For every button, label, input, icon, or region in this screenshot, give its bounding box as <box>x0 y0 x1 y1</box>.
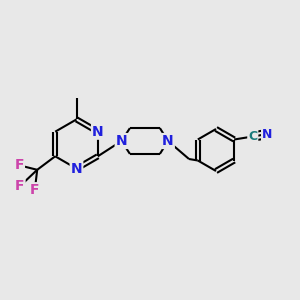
Text: F: F <box>14 158 24 172</box>
Text: F: F <box>30 183 40 197</box>
Text: N: N <box>162 134 174 148</box>
Text: C: C <box>248 130 257 143</box>
Text: N: N <box>262 128 272 141</box>
Text: N: N <box>71 162 82 176</box>
Text: N: N <box>116 134 127 148</box>
Text: F: F <box>15 179 25 193</box>
Text: N: N <box>92 125 103 139</box>
